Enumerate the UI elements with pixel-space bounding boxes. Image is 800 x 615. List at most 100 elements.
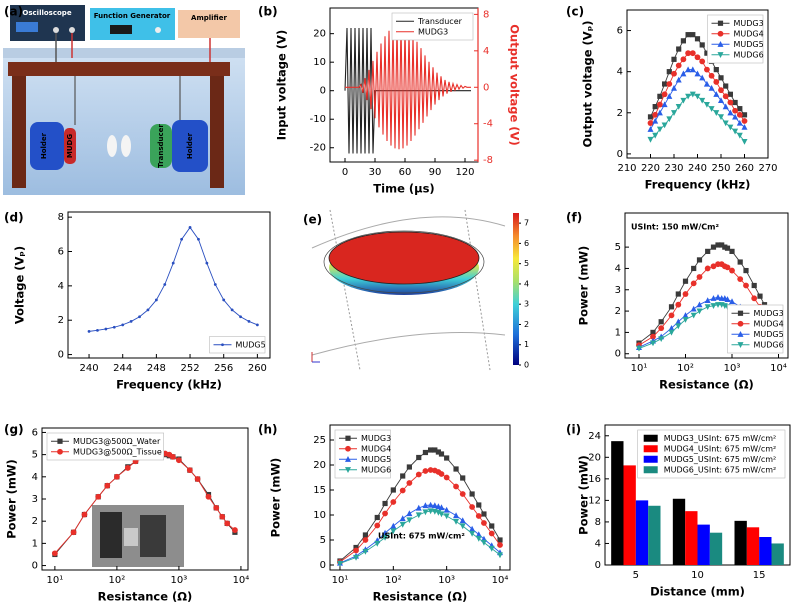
- marker: [146, 308, 150, 312]
- y-tick-label: 0: [320, 86, 326, 97]
- x-tick-label: 10¹: [47, 575, 64, 586]
- x-tick-label: 260: [248, 363, 267, 374]
- marker: [57, 438, 63, 444]
- marker: [652, 132, 659, 139]
- x-tick-label: 270: [758, 163, 777, 174]
- x-tick-label: 10³: [724, 363, 741, 374]
- legend-label: MUDG4_USInt: 675 mW/cm²: [664, 444, 777, 453]
- transducer: [150, 124, 172, 168]
- y-axis-title: Voltage (Vₚ): [13, 246, 27, 324]
- marker: [496, 552, 503, 559]
- y-tick-label: 2: [32, 516, 38, 527]
- marker: [737, 320, 744, 327]
- marker: [138, 315, 141, 319]
- x-tick-label: 256: [214, 363, 233, 374]
- legend-label: MUDG3_USInt: 675 mW/cm²: [664, 434, 777, 443]
- marker: [353, 547, 359, 554]
- marker: [399, 521, 406, 528]
- marker: [121, 323, 125, 327]
- panel-label: (i): [566, 423, 581, 437]
- y2-tick-label: -4: [483, 119, 493, 130]
- x-tick-label: 260: [735, 163, 754, 174]
- y-tick-label: 4: [617, 67, 623, 78]
- marker: [751, 282, 757, 289]
- bar: [771, 543, 784, 565]
- marker: [661, 101, 668, 108]
- x-tick-label: 10³: [171, 575, 188, 586]
- marker: [400, 473, 406, 479]
- marker: [696, 301, 703, 308]
- legend-label: MUDG5_USInt: 675 mW/cm²: [664, 455, 777, 464]
- legend-label: MUDG6: [361, 465, 391, 474]
- marker: [717, 41, 724, 47]
- marker: [453, 512, 460, 519]
- marker: [438, 471, 445, 477]
- marker: [723, 83, 729, 89]
- marker: [415, 471, 422, 478]
- y-tick-label: 0: [32, 561, 38, 572]
- marker: [666, 81, 673, 87]
- frame-leg: [210, 76, 224, 188]
- marker: [475, 535, 482, 542]
- function-generator-box: [90, 8, 175, 40]
- photo-object: [124, 528, 138, 546]
- colorbar: [513, 213, 519, 365]
- legend-label: MUDG3: [361, 434, 391, 443]
- marker: [443, 506, 450, 513]
- marker: [154, 298, 158, 302]
- legend-label: MUDG4: [734, 29, 764, 38]
- marker: [96, 328, 99, 332]
- marker: [469, 491, 475, 497]
- marker: [489, 523, 495, 529]
- marker: [699, 42, 705, 48]
- holder-right: [172, 120, 208, 172]
- annotation: USInt: 150 mW/Cm²: [631, 223, 720, 232]
- marker: [362, 548, 369, 555]
- x-tick-label: 220: [641, 163, 660, 174]
- marker: [741, 118, 748, 124]
- marker: [724, 264, 731, 271]
- x-tick-label: 244: [113, 363, 132, 374]
- marker: [708, 72, 715, 79]
- y-tick-label: 1: [32, 538, 38, 549]
- tank-rim: [3, 48, 245, 58]
- marker: [704, 50, 710, 56]
- marker: [475, 513, 482, 519]
- marker: [488, 545, 495, 552]
- marker: [718, 87, 724, 94]
- marker: [682, 317, 689, 323]
- marker: [737, 342, 744, 348]
- colorbar-tick-label: 6: [524, 239, 529, 248]
- bar: [611, 441, 624, 565]
- marker: [422, 449, 429, 456]
- bar: [648, 505, 661, 565]
- x-tick-label: 252: [180, 363, 199, 374]
- marker: [435, 449, 441, 455]
- x-tick-label: 30: [369, 167, 382, 178]
- marker: [422, 502, 429, 509]
- marker: [727, 109, 734, 116]
- y-tick-label: 0: [617, 149, 623, 160]
- panel-label: (c): [566, 5, 584, 19]
- guide-line: [464, 209, 491, 371]
- x-tick-label: 10³: [438, 575, 455, 586]
- marker: [435, 509, 442, 516]
- y-tick-label: 3: [615, 285, 621, 296]
- knob: [69, 27, 75, 33]
- marker: [703, 80, 710, 87]
- marker: [694, 36, 701, 42]
- marker: [741, 123, 748, 130]
- y2-tick-label: -8: [483, 155, 493, 166]
- marker: [219, 513, 226, 520]
- oscilloscope-screen: [16, 22, 38, 32]
- marker: [345, 467, 351, 473]
- x-tick-label: 10⁴: [770, 363, 787, 374]
- legend-label: Transducer: [417, 17, 463, 26]
- marker: [689, 50, 696, 57]
- marker: [390, 522, 397, 529]
- mudg-label: MUDG: [66, 134, 74, 158]
- legend-label: MUDG5: [754, 330, 784, 339]
- legend-label: MUDG5: [361, 455, 391, 464]
- marker: [666, 93, 673, 99]
- marker: [671, 56, 677, 62]
